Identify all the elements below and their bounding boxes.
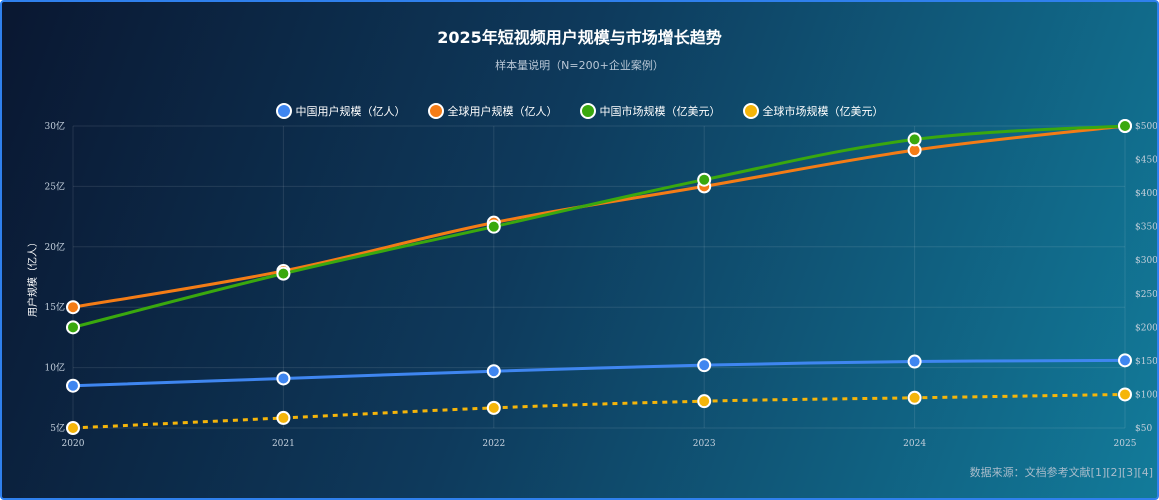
series-line xyxy=(72,124,1126,309)
series-line xyxy=(72,124,1126,329)
legend-item[interactable]: 中国市场规模（亿美元） xyxy=(579,103,721,119)
data-point xyxy=(486,400,501,415)
data-point xyxy=(66,320,80,335)
x-tick-label: 2020 xyxy=(62,439,85,449)
y-left-tick-label: 10亿 xyxy=(45,362,65,374)
data-point xyxy=(907,132,922,147)
data-point xyxy=(276,266,291,281)
legend-marker xyxy=(275,103,292,119)
y-left-tick-label: 15亿 xyxy=(45,301,65,313)
chart-title: 2025年短视频用户规模与市场增长趋势 xyxy=(437,28,722,47)
y-right-tick-label: $200 xyxy=(1135,323,1157,333)
y-right-tick-label: $450 xyxy=(1135,156,1157,166)
y-right-tick-label: $400 xyxy=(1135,189,1157,199)
data-point xyxy=(66,421,80,435)
data-point xyxy=(907,354,922,369)
x-tick-label: 2024 xyxy=(903,439,926,449)
x-tick-label: 2025 xyxy=(1114,439,1137,449)
data-point xyxy=(486,219,501,234)
y-right-tick-label: $500 xyxy=(1135,122,1157,132)
data-point xyxy=(907,390,922,405)
x-tick-label: 2023 xyxy=(693,439,716,449)
data-source-note: 数据来源：文档参考文献[1][2][3][4] xyxy=(969,466,1153,479)
y-left-tick-label: 30亿 xyxy=(45,120,65,132)
data-point xyxy=(1118,353,1132,368)
y-right-tick-label: $150 xyxy=(1135,357,1157,367)
y-left-tick-label: 25亿 xyxy=(45,180,65,192)
x-tick-label: 2021 xyxy=(272,439,295,449)
y-axis-label: 用户规模（亿人） xyxy=(26,237,39,317)
legend-marker xyxy=(427,103,444,119)
series-line xyxy=(72,358,1126,388)
data-point xyxy=(697,172,712,187)
data-point xyxy=(276,371,291,386)
data-point xyxy=(1118,387,1132,402)
y-right-tick-label: $250 xyxy=(1135,290,1157,300)
y-right-tick-label: $100 xyxy=(1135,390,1157,400)
data-point xyxy=(66,300,80,315)
legend-item[interactable]: 中国用户规模（亿人） xyxy=(275,103,406,119)
y-left-tick-label: 5亿 xyxy=(50,422,65,434)
legend-label: 中国用户规模（亿人） xyxy=(295,105,406,118)
chart-subtitle: 样本量说明（N=200+企业案例） xyxy=(495,59,664,72)
legend-item[interactable]: 全球用户规模（亿人） xyxy=(427,103,558,119)
legend-marker xyxy=(742,103,759,119)
legend: 中国用户规模（亿人） 全球用户规模（亿人） 中国市场规模（亿美元） 全球市场规模（亿美… xyxy=(2,103,1157,119)
series-line xyxy=(72,392,1126,430)
legend-item[interactable]: 全球市场规模（亿美元） xyxy=(742,103,884,119)
y-left-tick-label: 20亿 xyxy=(45,241,65,253)
data-point xyxy=(486,364,501,379)
data-point xyxy=(1118,119,1132,133)
legend-label: 中国市场规模（亿美元） xyxy=(599,105,721,118)
y-right-tick-label: $300 xyxy=(1135,256,1157,266)
x-tick-label: 2022 xyxy=(482,439,505,449)
data-point xyxy=(697,358,712,373)
y-right-tick-label: $50 xyxy=(1135,424,1152,434)
legend-label: 全球用户规模（亿人） xyxy=(447,105,558,118)
data-point xyxy=(276,410,291,425)
data-point xyxy=(66,378,80,393)
y-right-tick-label: $350 xyxy=(1135,223,1157,233)
data-point xyxy=(697,394,712,409)
legend-marker xyxy=(579,103,596,119)
legend-label: 全球市场规模（亿美元） xyxy=(762,105,884,118)
